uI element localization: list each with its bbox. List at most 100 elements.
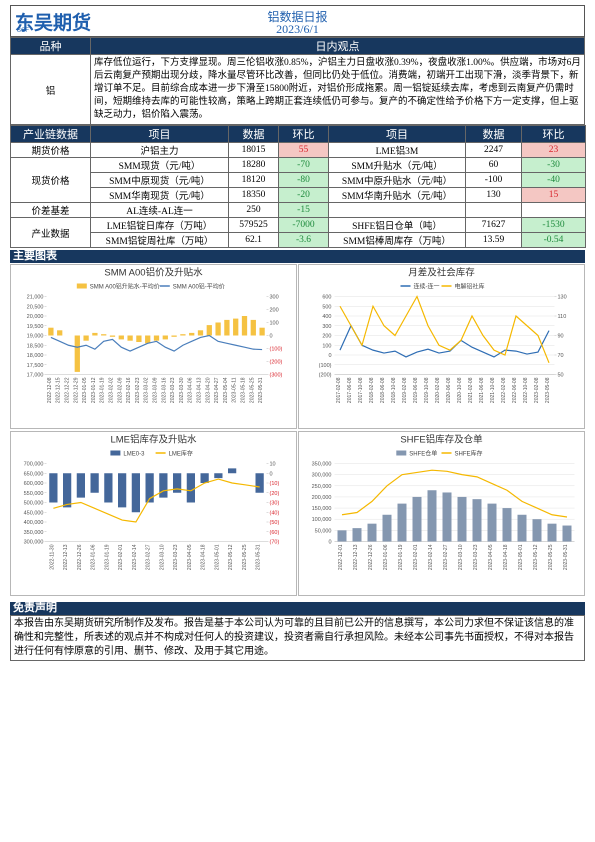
bar xyxy=(118,335,124,340)
header-cell: 环比 xyxy=(521,125,586,143)
legend-label: LME0-3 xyxy=(123,452,145,458)
table-header: 产业链数据 项目 数据 环比 项目 数据 环比 xyxy=(10,125,586,143)
x-tick-label: 2023-01-19 xyxy=(100,377,106,403)
bar xyxy=(92,332,98,336)
line xyxy=(53,478,260,523)
report: 东吴期货 SCF 铝数据日报 2023/6/1 品种 日内观点 铝库存低位运行，下… xyxy=(10,5,586,661)
x-tick-label: 2017-02-08 xyxy=(336,377,342,403)
x-tick-label: 2022-12-29 xyxy=(73,377,79,403)
x-tick-label: 2023-01-12 xyxy=(91,377,97,403)
item: LME铝锭日库存（万吨） xyxy=(90,217,229,233)
bar xyxy=(200,473,209,483)
y-tick-label: 0 xyxy=(328,353,331,359)
y2-tick-label: 200 xyxy=(270,308,279,314)
bar xyxy=(427,490,437,542)
view-text: 库存低位运行，下方支撑显现。周三伦铝收涨0.85%，沪铝主力日盘收涨0.39%，… xyxy=(90,54,585,125)
y2-tick-label: (40) xyxy=(270,510,280,516)
bar xyxy=(90,473,99,493)
value: 18015 xyxy=(228,142,279,158)
bar xyxy=(136,335,142,342)
empty-cell xyxy=(465,202,522,218)
x-tick-label: 2023-02-27 xyxy=(146,544,152,570)
x-tick-label: 2023-05-25 xyxy=(242,544,248,570)
x-tick-label: 2023-05-08 xyxy=(545,377,551,403)
chart-title: SMM A00铝价及升贴水 xyxy=(104,267,203,279)
change: -0.54 xyxy=(521,232,586,248)
bar xyxy=(173,473,182,493)
empty-cell xyxy=(521,202,586,218)
header: 东吴期货 SCF 铝数据日报 2023/6/1 xyxy=(10,5,585,37)
y-tick-label: 300,000 xyxy=(312,473,332,479)
y-tick-label: 200 xyxy=(322,334,331,340)
x-tick-label: 2022-12-26 xyxy=(77,544,83,570)
bar xyxy=(250,319,256,336)
y2-tick-label: (20) xyxy=(270,491,280,497)
logo-sub: SCF xyxy=(17,28,29,34)
item: 沪铝主力 xyxy=(90,142,229,158)
x-tick-label: 2022-06-08 xyxy=(512,377,518,403)
group-label: 价差基差 xyxy=(10,202,91,218)
header-cell: 项目 xyxy=(328,125,466,143)
x-tick-label: 2018-02-08 xyxy=(369,377,375,403)
y-tick-label: 200,000 xyxy=(312,495,332,501)
y-tick-label: 20,000 xyxy=(27,314,44,320)
bar xyxy=(224,319,230,336)
x-tick-label: 2023-01-06 xyxy=(91,544,97,570)
y-tick-label: 0 xyxy=(328,540,331,546)
x-tick-label: 2023-03-02 xyxy=(144,377,150,403)
bar xyxy=(206,325,212,336)
x-tick-label: 2019-02-08 xyxy=(402,377,408,403)
report-title: 铝数据日报 xyxy=(267,10,328,24)
change: 23 xyxy=(521,142,586,158)
x-tick-label: 2023-04-18 xyxy=(201,544,207,570)
x-tick-label: 2017-10-08 xyxy=(358,377,364,403)
x-tick-label: 2023-04-05 xyxy=(187,544,193,570)
x-tick-label: 2023-04-06 xyxy=(188,377,194,403)
x-tick-label: 2023-01-19 xyxy=(104,544,110,570)
x-tick-label: 2023-02-14 xyxy=(428,544,434,570)
value: -100 xyxy=(465,172,522,188)
item: SMM中原现货（元/吨） xyxy=(90,172,229,188)
change: 15 xyxy=(521,187,586,203)
x-tick-label: 2023-04-05 xyxy=(488,544,494,570)
x-tick-label: 2023-05-25 xyxy=(249,377,255,403)
item: SMM铝棒周库存（万吨） xyxy=(328,232,466,248)
x-tick-label: 2022-12-13 xyxy=(353,544,359,570)
legend-label: LME库存 xyxy=(169,450,193,458)
y2-tick-label: 90 xyxy=(558,334,564,340)
legend-swatch xyxy=(110,450,121,456)
bar xyxy=(153,335,160,341)
bar xyxy=(145,473,154,503)
value: 2247 xyxy=(465,142,522,158)
y-tick-label: 700,000 xyxy=(24,462,44,468)
value: 18280 xyxy=(228,157,279,173)
x-tick-label: 2023-03-30 xyxy=(179,377,185,403)
bar xyxy=(104,473,113,503)
change: -7000 xyxy=(278,217,329,233)
industry-table: 产业链数据 项目 数据 环比 项目 数据 环比 期货价格 沪铝主力 18015 55 LME铝3M 22… xyxy=(10,125,586,248)
line xyxy=(339,295,550,364)
y-tick-label: 350,000 xyxy=(312,462,332,468)
value: 130 xyxy=(465,187,522,203)
bar xyxy=(131,473,140,513)
x-tick-label: 2022-12-08 xyxy=(47,377,53,403)
x-tick-label: 2022-12-22 xyxy=(65,377,71,403)
x-tick-label: 2022-10-08 xyxy=(523,377,529,403)
y-tick-label: 100,000 xyxy=(312,517,332,523)
y2-tick-label: 110 xyxy=(558,314,567,320)
y-tick-label: 17,500 xyxy=(27,363,44,369)
table-row: SMM铝锭周社库（万吨） 62.1 -3.6 SMM铝棒周库存（万吨） 13.59 -0.… xyxy=(11,232,586,248)
y-tick-label: 150,000 xyxy=(312,506,332,512)
y2-tick-label: (50) xyxy=(270,520,280,526)
y-tick-label: (200) xyxy=(319,373,332,379)
change: -80 xyxy=(278,172,329,188)
x-tick-label: 2023-03-10 xyxy=(458,544,464,570)
change: -15 xyxy=(278,202,329,218)
x-tick-label: 2023-05-12 xyxy=(228,544,234,570)
x-tick-label: 2019-06-08 xyxy=(413,377,419,403)
x-tick-label: 2018-06-08 xyxy=(380,377,386,403)
legend-swatch xyxy=(76,283,87,289)
x-tick-label: 2023-02-01 xyxy=(413,544,419,570)
bar xyxy=(532,519,542,542)
x-tick-label: 2023-04-18 xyxy=(503,544,509,570)
